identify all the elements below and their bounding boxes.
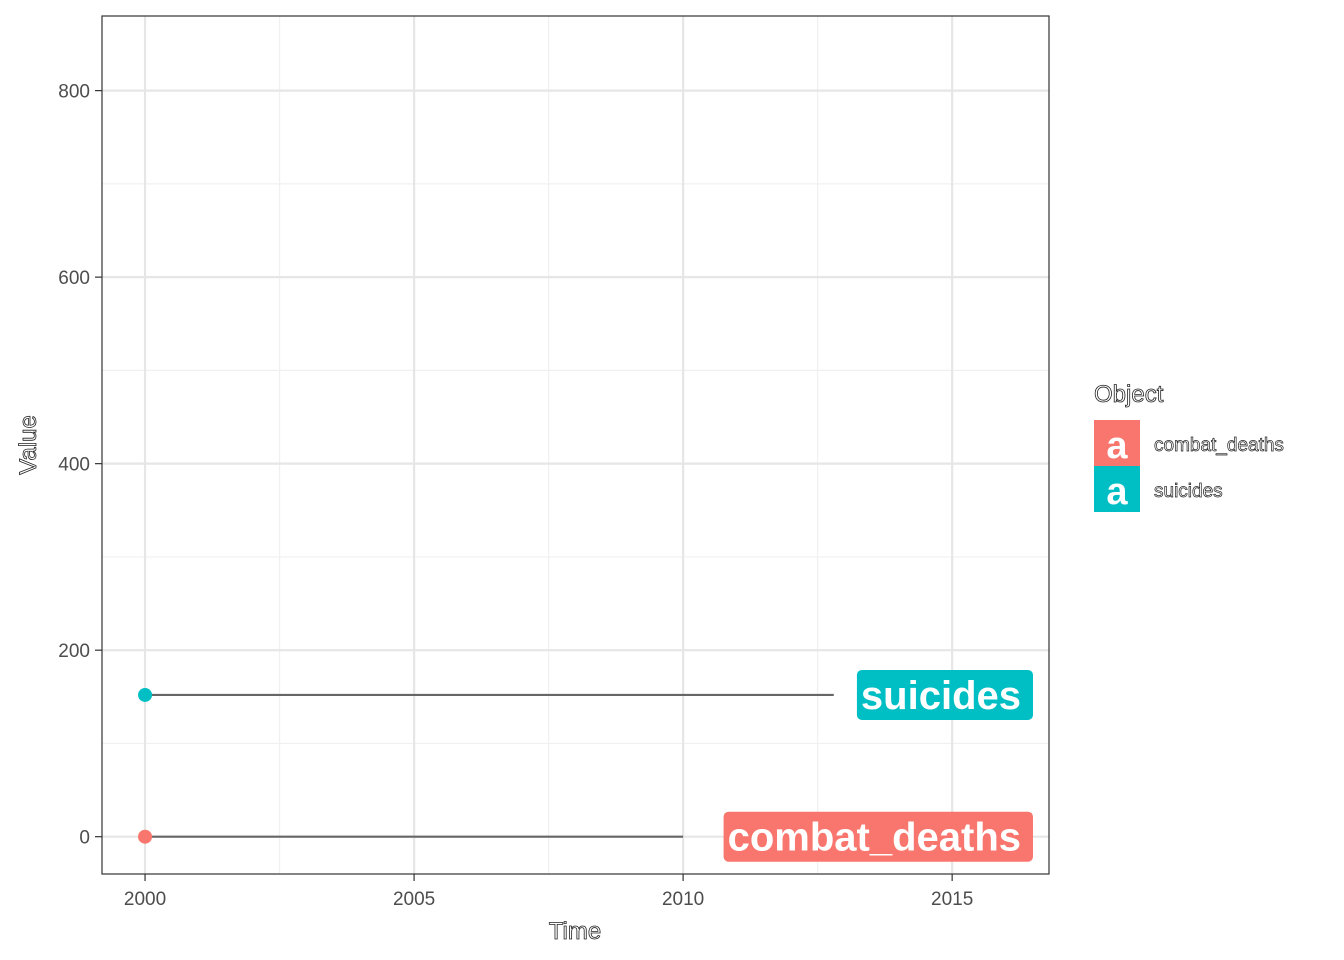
- end-label-suicides: suicides: [856, 669, 1033, 720]
- x-tick-label: 2015: [931, 889, 973, 910]
- y-axis: 0 200 400 600 800: [58, 82, 102, 849]
- y-tick-label: 400: [58, 455, 90, 476]
- legend-key-glyph: a: [1106, 425, 1128, 467]
- legend-item-combat-deaths: a combat_deaths: [1094, 420, 1284, 467]
- end-label-box: [723, 811, 1033, 862]
- series-combat-deaths: combat_deaths: [138, 811, 1033, 862]
- plot-panel-border: [101, 15, 1050, 875]
- series-suicides: suicides: [138, 669, 1033, 720]
- x-tick-label: 2010: [662, 889, 704, 910]
- plot-panel-background: [102, 16, 1049, 874]
- legend-key-suicides: [1094, 466, 1140, 512]
- x-tick-label: 2000: [124, 889, 166, 910]
- series-layer: combat_deaths suicides: [138, 669, 1033, 862]
- legend-key-glyph: a: [1106, 471, 1128, 513]
- x-tick-label: 2005: [393, 889, 435, 910]
- end-label-box: [856, 669, 1033, 720]
- legend-label-combat-deaths: combat_deaths: [1154, 435, 1284, 456]
- minor-gridlines: [102, 16, 1049, 874]
- y-tick-label: 800: [58, 82, 90, 103]
- end-label-combat-deaths: combat_deaths: [723, 811, 1033, 862]
- end-label-text: combat_deaths: [728, 816, 1021, 860]
- point-suicides: [138, 687, 153, 702]
- end-label-text: suicides: [861, 674, 1021, 718]
- legend-label-suicides: suicides: [1154, 481, 1223, 502]
- y-axis-title: Value: [15, 415, 42, 475]
- x-axis-title: Time: [549, 918, 601, 945]
- y-tick-label: 0: [79, 828, 90, 849]
- legend: Object a combat_deaths a suicides: [1094, 381, 1285, 513]
- legend-key-combat-deaths: [1094, 420, 1140, 466]
- point-combat-deaths: [138, 829, 153, 844]
- y-tick-label: 600: [58, 268, 90, 289]
- legend-item-suicides: a suicides: [1094, 466, 1223, 513]
- legend-title: Object: [1094, 381, 1164, 408]
- y-tick-label: 200: [58, 641, 90, 662]
- x-axis: 2000 2005 2010 2015: [124, 874, 973, 910]
